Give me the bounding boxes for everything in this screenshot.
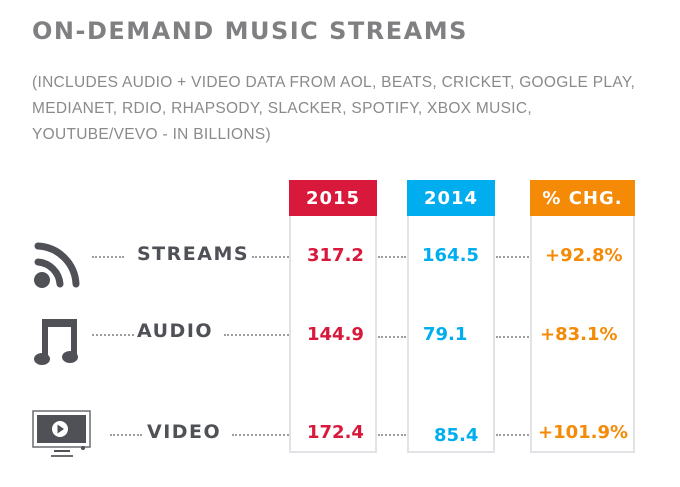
column-2014: 2014 — [407, 180, 495, 453]
value-2014-video: 85.4 — [434, 425, 479, 446]
page-subtitle: (INCLUDES AUDIO + VIDEO DATA FROM AOL, B… — [32, 74, 636, 143]
leader-dots — [496, 434, 529, 436]
leader-dots — [496, 336, 529, 338]
value-2015-streams: 317.2 — [307, 245, 364, 266]
value-2014-streams: 164.5 — [422, 245, 479, 266]
leader-dots — [232, 434, 289, 436]
leader-dots — [252, 256, 289, 258]
tv-play-icon — [32, 410, 91, 457]
column-header-pct-change: % CHG. — [530, 180, 635, 216]
leader-dots — [378, 434, 406, 436]
column-header-2015: 2015 — [289, 180, 377, 216]
value-2015-video: 172.4 — [307, 422, 364, 443]
leader-dots — [496, 256, 529, 258]
music-note-icon — [34, 319, 78, 365]
column-pct-change: % CHG. — [530, 180, 635, 453]
value-chg-audio: +83.1% — [540, 324, 618, 345]
value-2014-audio: 79.1 — [423, 324, 468, 345]
value-chg-video: +101.9% — [538, 422, 629, 443]
column-header-2014: 2014 — [407, 180, 495, 216]
value-chg-streams: +92.8% — [545, 245, 623, 266]
row-label-streams: STREAMS — [137, 243, 250, 265]
leader-dots — [92, 334, 134, 336]
leader-dots — [378, 256, 406, 258]
row-label-audio: AUDIO — [137, 320, 214, 342]
leader-dots — [378, 336, 406, 338]
rss-icon — [34, 242, 80, 288]
row-label-video: VIDEO — [147, 421, 222, 443]
page-title: ON-DEMAND MUSIC STREAMS — [32, 17, 468, 45]
leader-dots — [224, 334, 289, 336]
leader-dots — [92, 256, 124, 258]
column-2015: 2015 — [289, 180, 377, 453]
value-2015-audio: 144.9 — [307, 324, 364, 345]
leader-dots — [110, 434, 142, 436]
